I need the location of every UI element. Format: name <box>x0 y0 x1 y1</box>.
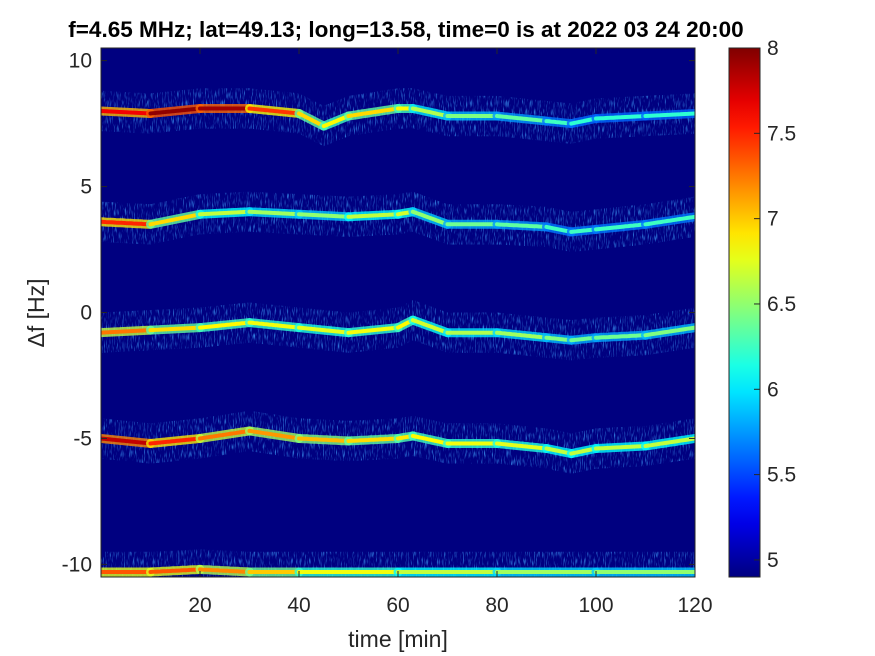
y-tick-label: 0 <box>80 302 92 325</box>
y-tick-label: 5 <box>80 176 92 199</box>
y-axis: 10 5 0 -5 -10 <box>62 50 695 576</box>
trace-core-segment <box>410 209 450 227</box>
trace-core-segment <box>410 318 450 335</box>
trace-core-segment <box>346 436 400 443</box>
y-tick-label: 10 <box>69 50 92 73</box>
trace-core-segment <box>148 567 202 574</box>
trace-core-segment <box>410 433 450 446</box>
x-tick-label: 20 <box>188 594 211 617</box>
trace-core-segment <box>297 212 351 219</box>
trace-core-segment <box>594 333 648 340</box>
trace-core-segment <box>148 212 202 227</box>
trace-core-segment <box>643 325 695 338</box>
colorbar: 8 7.5 7 6.5 6 5.5 5 <box>728 37 796 578</box>
y-axis-label: Δf [Hz] <box>23 278 49 347</box>
trace-core-segment <box>198 428 252 441</box>
trace-core-segment <box>410 106 450 118</box>
trace-core-segment <box>297 436 351 443</box>
trace-core-segment <box>198 567 252 574</box>
trace-core-segment <box>297 325 351 335</box>
colorbar-scale <box>728 47 761 578</box>
trace-core-segment <box>346 106 400 118</box>
trace-core-segment <box>148 325 202 333</box>
colorbar-tick-label: 7 <box>767 208 779 231</box>
colorbar-ticks: 8 7.5 7 6.5 6 5.5 5 <box>754 37 796 572</box>
colorbar-tick-label: 8 <box>767 37 779 60</box>
y-tick-label: -10 <box>62 553 92 576</box>
spectral-trace <box>101 191 695 252</box>
trace-core-segment <box>101 436 153 446</box>
trace-core-segment <box>495 114 549 124</box>
x-tick-label: 120 <box>677 594 712 617</box>
x-axis-label: time [min] <box>348 626 448 652</box>
colorbar-tick-label: 5.5 <box>767 464 796 487</box>
colorbar-tick-label: 6.5 <box>767 293 796 316</box>
x-axis: 20 40 60 80 100 120 <box>188 48 713 617</box>
trace-core-segment <box>643 436 695 448</box>
trace-core-segment <box>198 209 252 217</box>
trace-core-segment <box>198 320 252 330</box>
trace-core-segment <box>495 441 549 451</box>
heatmap-traces <box>101 88 695 577</box>
trace-speckle-halo <box>101 191 695 252</box>
spectral-trace <box>101 549 695 577</box>
x-tick-label: 100 <box>578 594 613 617</box>
trace-core-segment <box>594 114 648 121</box>
spectral-trace <box>101 410 695 474</box>
x-tick-label: 40 <box>287 594 310 617</box>
trace-core-segment <box>148 436 202 446</box>
trace-core-segment <box>346 212 400 219</box>
trace-core-segment <box>247 106 301 116</box>
spectral-trace <box>101 299 695 361</box>
colorbar-tick-label: 7.5 <box>767 122 796 145</box>
trace-core-segment <box>247 428 301 441</box>
trace-core-segment <box>495 330 549 340</box>
trace-core-segment <box>101 219 153 227</box>
trace-core-segment <box>297 111 326 129</box>
trace-speckle-halo <box>101 88 695 147</box>
trace-core-segment <box>643 214 695 227</box>
heatmap-plot-area <box>100 47 696 578</box>
colorbar-tick-label: 5 <box>767 549 779 572</box>
trace-core-segment <box>643 111 695 118</box>
trace-core-segment <box>247 320 301 330</box>
trace-core-segment <box>594 222 648 232</box>
x-tick-label: 80 <box>485 594 508 617</box>
spectral-trace <box>101 88 695 147</box>
trace-core-segment <box>101 328 153 335</box>
trace-core-segment <box>495 222 549 229</box>
trace-core-segment <box>247 209 301 217</box>
y-tick-label: -5 <box>73 427 92 450</box>
trace-core-segment <box>101 109 153 116</box>
x-tick-label: 60 <box>386 594 409 617</box>
colorbar-tick-label: 6 <box>767 378 779 401</box>
trace-core-segment <box>594 444 648 451</box>
trace-core-segment <box>346 325 400 335</box>
chart-title: f=4.65 MHz; lat=49.13; long=13.58, time=… <box>68 17 743 42</box>
trace-core-segment <box>148 106 202 116</box>
